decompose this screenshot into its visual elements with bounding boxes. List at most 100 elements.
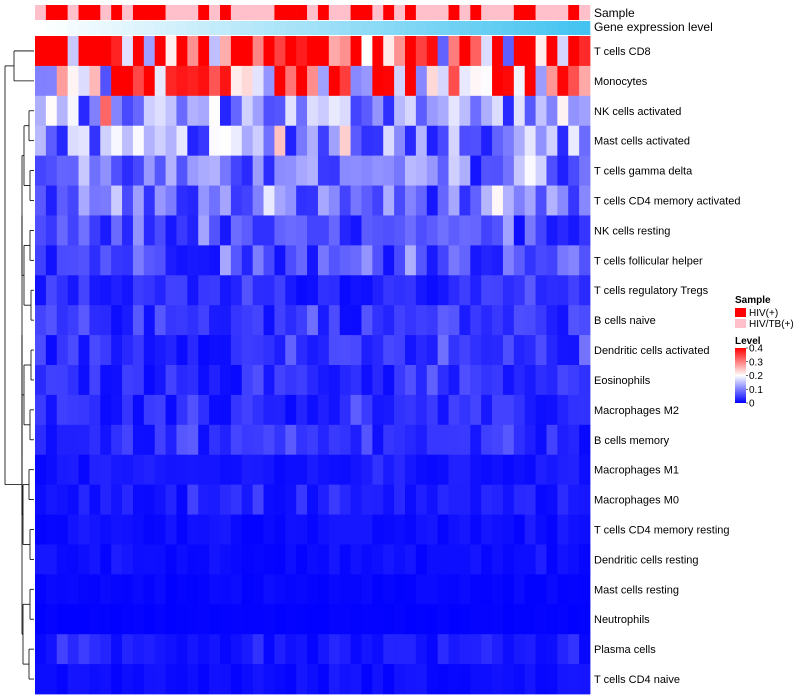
heatmap-cell [89, 275, 101, 306]
heatmap-cell [328, 335, 341, 366]
heatmap-cell [557, 185, 569, 216]
sample-cell [579, 5, 591, 20]
heatmap-cell [307, 604, 319, 635]
heatmap-cell [154, 365, 166, 396]
heatmap-cell [415, 95, 428, 127]
heatmap-cell [89, 365, 101, 396]
heatmap-cell [524, 335, 536, 366]
heatmap-cell [502, 185, 515, 216]
heatmap-cell [154, 634, 166, 665]
heatmap-cell [263, 95, 275, 127]
heatmap-cell [383, 634, 395, 665]
heatmap-cell [78, 574, 90, 605]
heatmap-cell [198, 544, 210, 575]
heatmap-cell [35, 245, 47, 276]
heatmap-cell [209, 484, 221, 515]
heatmap-cell [372, 335, 384, 366]
heatmap-cell [470, 424, 482, 456]
heatmap-cell [492, 36, 504, 67]
heatmap-cell [56, 95, 69, 127]
row-label: T cells regulatory Tregs [594, 285, 709, 297]
heatmap-cell [56, 125, 69, 157]
heatmap-cell [394, 394, 406, 426]
heatmap-cell [220, 215, 232, 246]
heatmap-cell [415, 65, 428, 97]
heatmap-cell [317, 424, 330, 456]
heatmap-cell [230, 424, 243, 456]
gene-level-cell [470, 21, 482, 35]
heatmap-cell [502, 484, 515, 515]
heatmap-cell [361, 65, 373, 97]
heatmap-cell [339, 634, 351, 665]
heatmap-cell [187, 275, 199, 306]
heatmap-cell [448, 484, 460, 515]
heatmap-cell [361, 424, 373, 456]
gene-level-cell [317, 21, 330, 35]
heatmap-cell [481, 215, 493, 246]
heatmap-cell [372, 365, 384, 396]
heatmap-cell [100, 335, 112, 366]
heatmap-cell [296, 65, 308, 97]
heatmap-cell [132, 574, 145, 605]
heatmap-cell [56, 514, 69, 545]
sample-annotation-bar [35, 5, 591, 20]
heatmap-cell [524, 514, 536, 545]
heatmap-cell [187, 484, 199, 515]
heatmap-cell [154, 36, 166, 67]
heatmap-cell [339, 125, 351, 157]
sample-cell [426, 5, 438, 20]
heatmap-cell [220, 275, 232, 306]
heatmap-cell [241, 125, 254, 157]
heatmap-cell [230, 185, 243, 216]
sample-cell [35, 5, 47, 20]
heatmap-cell [263, 155, 275, 186]
heatmap-cell [502, 155, 515, 186]
sample-cell [274, 5, 286, 20]
heatmap-cell [220, 245, 232, 276]
heatmap-cell [372, 36, 384, 67]
heatmap-cell [154, 65, 166, 97]
legend-tick-label: 0.2 [749, 371, 763, 382]
sample-cell [220, 5, 232, 20]
heatmap-cell [459, 484, 471, 515]
heatmap-cell [307, 634, 319, 665]
heatmap-cell [122, 454, 134, 486]
heatmap-cell [132, 664, 145, 695]
heatmap-cell [372, 424, 384, 456]
heatmap-cell [241, 185, 254, 216]
heatmap-cell [263, 484, 275, 515]
heatmap-cell [154, 335, 166, 366]
heatmap-cell [143, 365, 156, 396]
heatmap-cell [78, 514, 90, 545]
heatmap-cell [35, 215, 47, 246]
heatmap-cell [187, 454, 199, 486]
heatmap-cell [165, 514, 177, 545]
heatmap-cell [35, 454, 47, 486]
heatmap-cell [89, 544, 101, 575]
heatmap-cell [89, 65, 101, 97]
heatmap-cell [187, 95, 199, 127]
heatmap-cell [546, 604, 558, 635]
heatmap-cell [143, 36, 156, 67]
heatmap-cell [307, 215, 319, 246]
heatmap-cell [263, 424, 275, 456]
heatmap-cell [285, 544, 297, 575]
heatmap-cell [274, 664, 286, 695]
heatmap-cell [274, 454, 286, 486]
heatmap-cell [579, 335, 591, 366]
heatmap-cell [448, 95, 460, 127]
heatmap-cell [535, 95, 547, 127]
heatmap-cell [111, 65, 123, 97]
heatmap-cell [405, 424, 417, 456]
sample-cell [198, 5, 210, 20]
heatmap-cell [252, 394, 264, 426]
legend-color-bar [735, 348, 746, 403]
heatmap-cell [45, 335, 58, 366]
heatmap-cell [45, 65, 58, 97]
heatmap-cell [45, 215, 58, 246]
heatmap-cell [263, 215, 275, 246]
heatmap-cell [502, 275, 515, 306]
heatmap-cell [154, 424, 166, 456]
heatmap-cell [132, 634, 145, 665]
gene-level-cell [405, 21, 417, 35]
